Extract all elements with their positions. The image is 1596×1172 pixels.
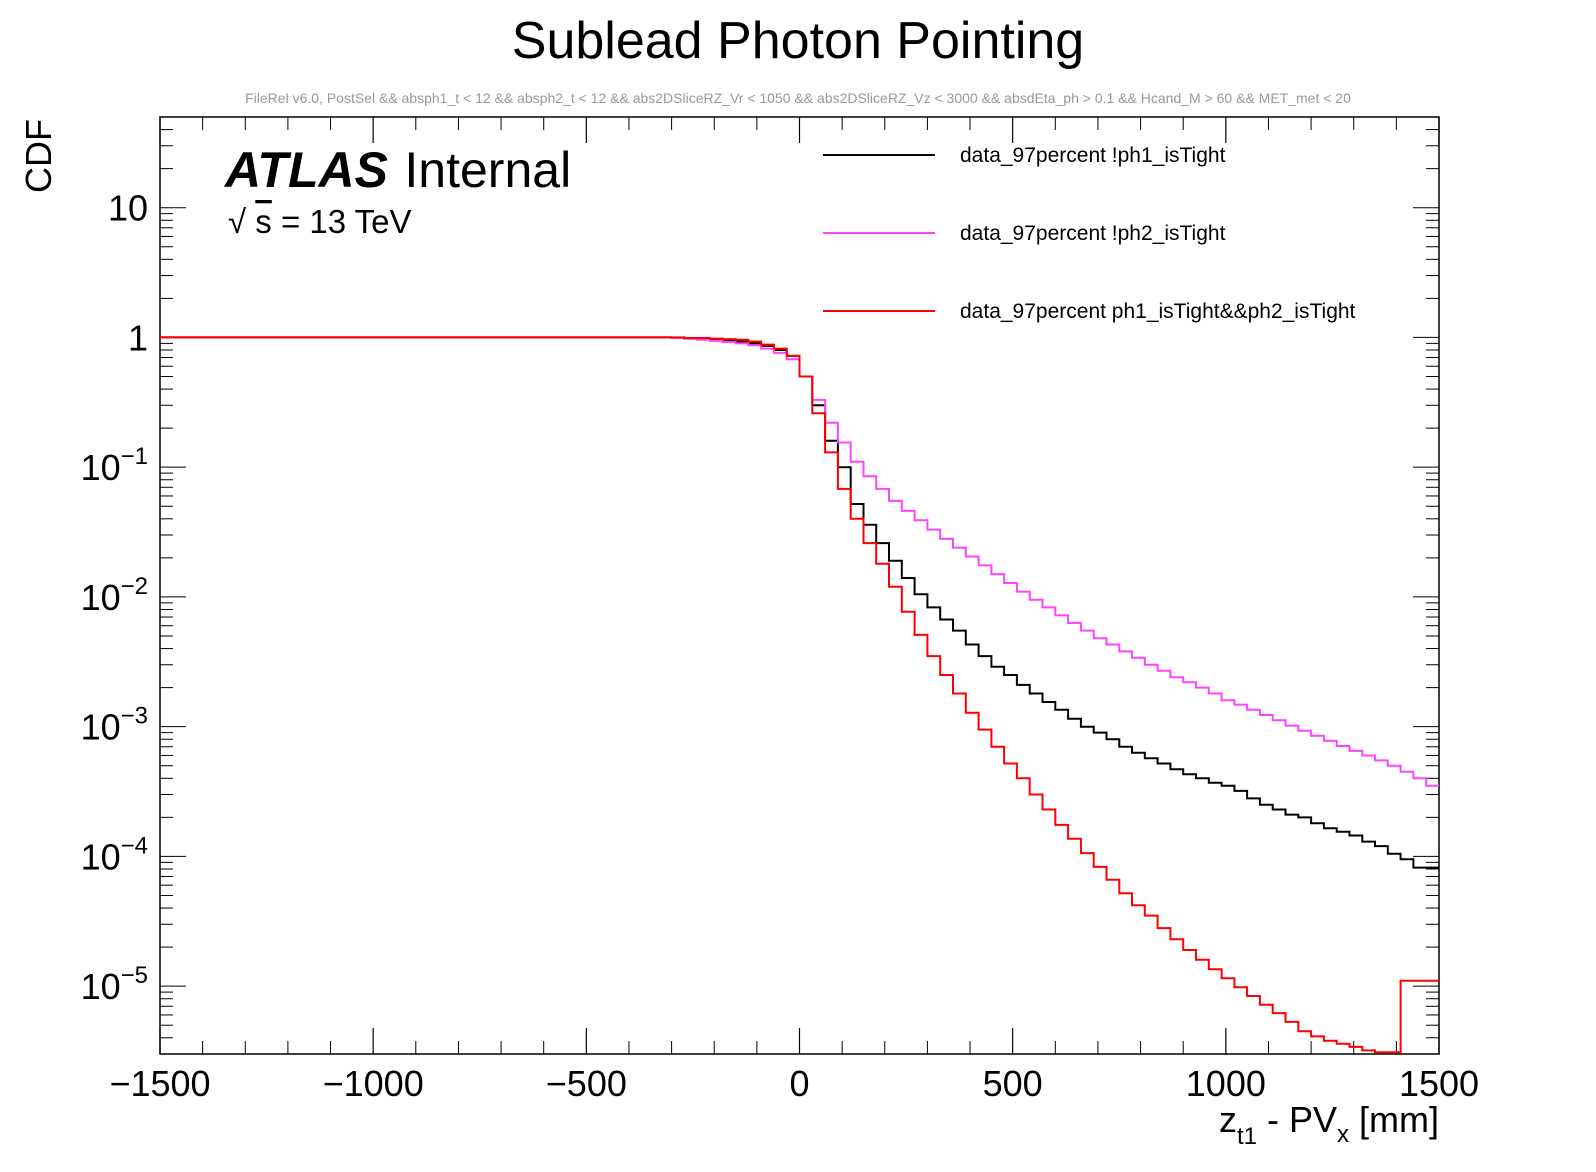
x-axis-label-sub1: t1	[1237, 1123, 1257, 1150]
x-tick-label: −500	[546, 1063, 627, 1104]
legend-label-series-1: data_97percent !ph1_isTight	[960, 144, 1226, 167]
energy-label: √ s = 13 TeV	[228, 203, 412, 240]
legend: data_97percent !ph1_isTight data_97perce…	[823, 144, 1356, 323]
x-axis-label-sub2: x	[1337, 1121, 1349, 1148]
plot-frame	[159, 116, 1440, 1055]
y-tick-label: 10	[108, 188, 148, 229]
y-tick-label: 10−1	[81, 443, 148, 488]
x-tick-label: 0	[789, 1063, 809, 1104]
chart-subtitle-cuts: FileRel v6.0, PostSel && absph1_t < 12 &…	[245, 90, 1351, 106]
series-line-3	[160, 336, 1439, 1054]
y-tick-label: 10−5	[81, 962, 148, 1007]
energy-s: s	[255, 203, 272, 240]
x-tick-label: 1000	[1186, 1063, 1266, 1104]
chart-title: Sublead Photon Pointing	[512, 12, 1084, 70]
x-tick-label: −1000	[323, 1063, 424, 1104]
atlas-experiment: ATLAS	[223, 142, 388, 198]
y-axis-label: CDF	[18, 119, 59, 193]
atlas-status: Internal	[404, 142, 571, 198]
legend-label-series-3: data_97percent ph1_isTight&&ph2_isTight	[960, 300, 1356, 323]
energy-value: = 13 TeV	[281, 203, 412, 240]
x-tick-label: 500	[983, 1063, 1043, 1104]
y-tick-label: 1	[128, 317, 148, 358]
series-line-2	[160, 336, 1439, 787]
x-axis-label-mid: - PV	[1257, 1099, 1337, 1140]
energy-sqrt-symbol: √	[228, 203, 247, 240]
x-axis-label-unit: [mm]	[1349, 1099, 1439, 1140]
x-tick-label: −1500	[109, 1063, 210, 1104]
x-tick-labels: −1500 −1000 −500 0 500 1000 1500	[109, 1063, 1479, 1104]
data-series-group	[160, 336, 1439, 1054]
series-line-1	[160, 336, 1439, 869]
x-axis-label-main: z	[1219, 1099, 1237, 1140]
y-tick-label: 10−3	[81, 703, 148, 748]
atlas-label: ATLAS Internal	[223, 142, 571, 198]
legend-label-series-2: data_97percent !ph2_isTight	[960, 222, 1226, 245]
y-tick-label: 10−2	[81, 573, 148, 618]
axis-ticks	[159, 116, 1440, 1055]
y-tick-labels: 10 1 10−1 10−2 10−3 10−4 10−5	[81, 188, 148, 1007]
y-tick-label: 10−4	[81, 832, 148, 877]
x-axis-label: zt1 - PVx [mm]	[1219, 1099, 1439, 1150]
x-tick-label: 1500	[1399, 1063, 1479, 1104]
